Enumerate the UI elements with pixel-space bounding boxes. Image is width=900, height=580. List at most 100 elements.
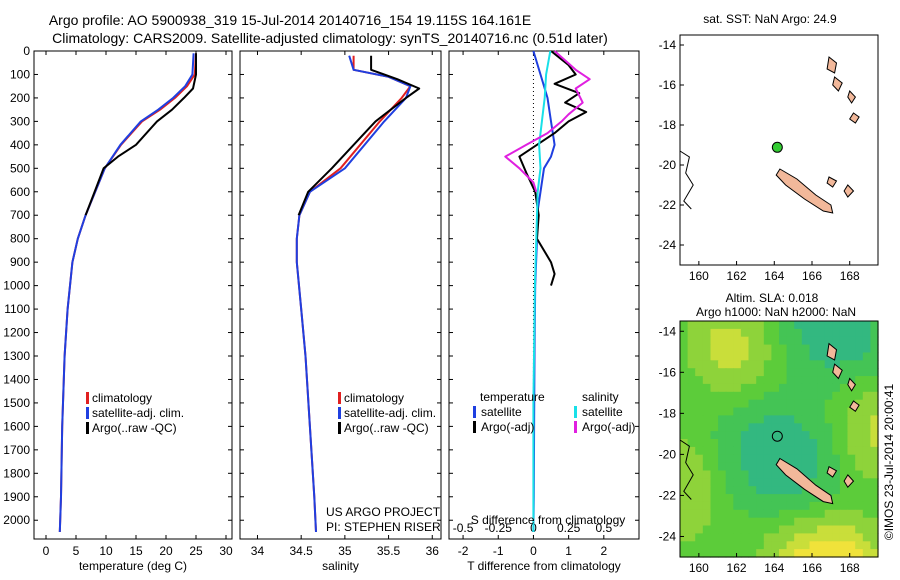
y-tick-label: 1200 [3, 326, 30, 340]
sla-cell [786, 407, 795, 416]
sla-cell [733, 486, 742, 495]
sla-cell [725, 352, 734, 361]
x-tick-label: 0 [43, 544, 50, 558]
sla-cell [695, 336, 704, 346]
sla-cell [786, 423, 795, 432]
sla-cell [687, 383, 696, 393]
sla-cell [801, 352, 810, 361]
sla-cell [748, 525, 757, 534]
sla-cell [824, 439, 833, 448]
sla-cell [687, 533, 696, 542]
sla-cell [771, 541, 780, 550]
land-island [843, 184, 855, 198]
sla-cell [763, 549, 772, 558]
sla-cell [809, 431, 818, 440]
sla-cell [702, 541, 711, 550]
sla-cell [862, 344, 871, 354]
sla-cell [748, 423, 757, 432]
sla-cell [794, 383, 803, 393]
sla-cell [740, 376, 750, 385]
sla-cell [740, 391, 750, 401]
sla-cell [748, 462, 757, 472]
legend-label: satellite-adj. clim. [344, 406, 436, 420]
sla-cell [847, 470, 856, 479]
sla-cell [839, 454, 849, 464]
sla-cell [855, 423, 864, 432]
sla-cell [748, 454, 757, 464]
sla-cell [862, 501, 871, 511]
sla-cell [801, 509, 810, 519]
sla-cell [771, 486, 780, 495]
sla-cell [824, 399, 833, 409]
sla-cell [771, 439, 780, 448]
sla-cell [862, 336, 871, 346]
sla-cell [862, 533, 871, 542]
sla-cell [695, 470, 704, 479]
sla-cell [756, 344, 765, 354]
sla-cell [794, 336, 803, 346]
y-tick-label: 2000 [3, 513, 30, 527]
y-tick-label: -24 [659, 529, 677, 543]
sla-cell [771, 399, 780, 409]
sla-cell [817, 407, 826, 416]
sla-cell [763, 517, 772, 527]
sla-cell [710, 478, 719, 487]
sla-cell [855, 478, 864, 487]
sla-cell [847, 486, 856, 495]
sla-cell [801, 446, 810, 456]
sla-cell [748, 509, 757, 519]
sla-cell [687, 549, 696, 558]
sla-cell [725, 517, 734, 527]
sla-cell [740, 470, 750, 479]
sla-cell [725, 446, 734, 456]
sla-cell [725, 439, 734, 448]
sla-cell [756, 391, 765, 401]
sla-cell [718, 446, 727, 456]
sla-cell [817, 328, 826, 338]
sla-cell [870, 470, 879, 479]
sla-cell [855, 383, 864, 393]
sla-cell [710, 431, 719, 440]
sla-cell [855, 336, 864, 346]
sla-cell [839, 368, 849, 377]
sla-cell [855, 431, 864, 440]
sla-cell [680, 533, 689, 542]
y-tick-label: -16 [659, 365, 677, 379]
sla-cell [832, 525, 841, 534]
sla-cell [695, 383, 704, 393]
sla-cell [794, 399, 803, 409]
sla-cell [779, 470, 788, 479]
sla-cell [687, 344, 696, 354]
sla-cell [718, 478, 727, 487]
sla-cell [779, 525, 788, 534]
sla-cell [740, 509, 750, 519]
sla-cell [779, 517, 788, 527]
sla-cell [718, 517, 727, 527]
sla-cell [718, 391, 727, 401]
sla-cell [824, 431, 833, 440]
legend-label: Argo(-adj) [582, 420, 635, 434]
sla-cell [832, 462, 841, 472]
sla-cell [855, 462, 864, 472]
sla-cell [733, 391, 742, 401]
sla-cell [695, 446, 704, 456]
sla-cell [847, 423, 856, 432]
sla-cell [740, 533, 750, 542]
series-line-sat_salinity [532, 50, 552, 532]
sla-cell [695, 541, 704, 550]
sla-cell [870, 399, 879, 409]
legend-header-temperature: temperature [480, 390, 545, 404]
sla-cell [763, 525, 772, 534]
sla-cell [748, 328, 757, 338]
credit-line1: US ARGO PROJECT [326, 505, 441, 519]
sla-cell [779, 478, 788, 487]
sla-cell [862, 352, 871, 361]
sla-cell [733, 383, 742, 393]
sla-cell [702, 391, 711, 401]
sla-cell [855, 494, 864, 503]
sla-cell [710, 525, 719, 534]
sla-cell [801, 399, 810, 409]
sla-cell [817, 423, 826, 432]
sla-cell [801, 470, 810, 479]
sla-cell [817, 517, 826, 527]
